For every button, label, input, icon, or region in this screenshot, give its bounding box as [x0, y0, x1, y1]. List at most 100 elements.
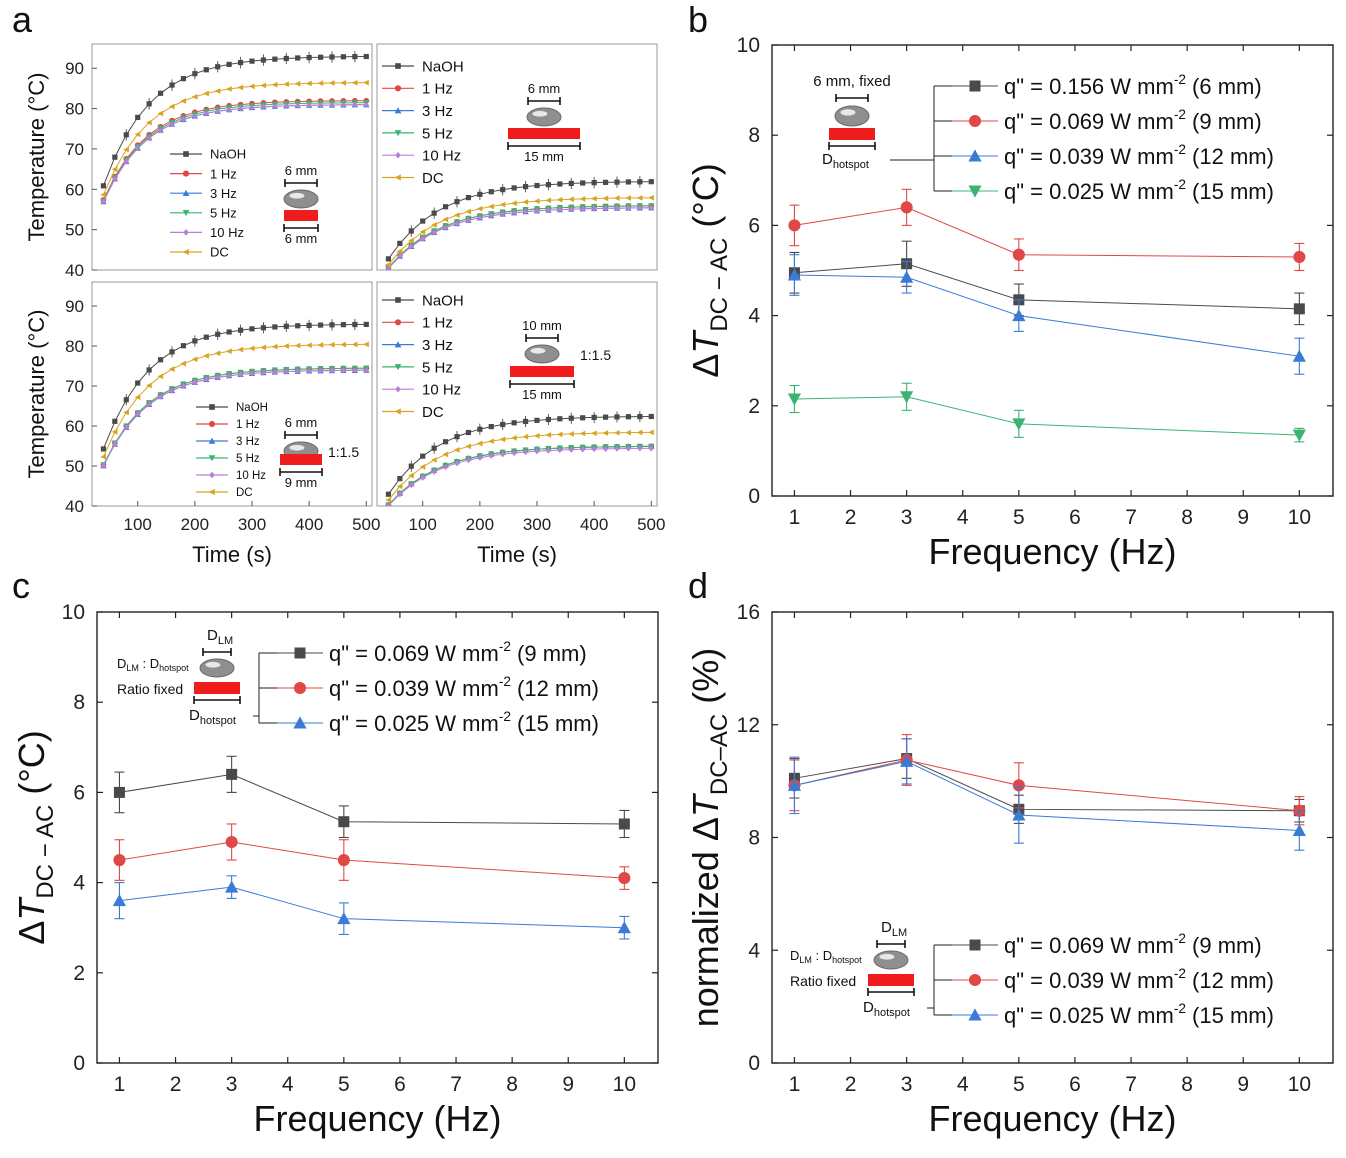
- data-point-10hz: [306, 367, 312, 375]
- data-point-dc: [294, 342, 301, 349]
- data-point-10hz: [352, 101, 358, 108]
- x-tick-label: 500: [352, 515, 380, 534]
- data-point-dc: [545, 432, 552, 438]
- data-point-naoh: [340, 54, 347, 60]
- x-tick-label: 5: [1013, 506, 1025, 529]
- inset-a1: 6 mm 6 mm: [283, 163, 319, 246]
- data-point: [787, 268, 802, 281]
- data-point-dc: [351, 79, 358, 86]
- y-tick-label: 80: [65, 337, 84, 356]
- data-point-10hz: [295, 368, 301, 375]
- data-point-10hz: [511, 449, 517, 457]
- data-point-dc: [214, 350, 221, 357]
- data-point-naoh: [249, 58, 255, 64]
- legend-label: 3 Hz: [422, 103, 453, 120]
- data-point-dc: [328, 80, 335, 86]
- plot-frame: [771, 44, 1334, 497]
- y-axis-title: normalized ΔTDC–AC (%): [685, 648, 733, 1028]
- data-point-naoh: [465, 429, 472, 436]
- data-point-10hz: [602, 445, 609, 452]
- data-point-dc: [465, 443, 472, 450]
- heater-icon: [194, 682, 240, 694]
- data-point-dc: [385, 497, 392, 503]
- heater-icon: [868, 974, 914, 986]
- data-point-10hz: [511, 209, 517, 216]
- data-point-10hz: [123, 158, 129, 165]
- inset-bottom-label: 15 mm: [522, 387, 562, 402]
- data-point-10hz: [488, 212, 494, 219]
- data-point-dc: [396, 483, 403, 490]
- data-point-dc: [431, 222, 437, 228]
- inset-ratio-label: DLM : Dhotspot: [117, 656, 189, 673]
- droplet-icon-highlight: [289, 192, 305, 199]
- x-tick-label: 5: [1013, 1073, 1025, 1096]
- data-point-dc: [556, 196, 563, 203]
- data-point-naoh: [295, 55, 301, 61]
- data-point: [617, 921, 631, 934]
- data-point-10hz: [249, 104, 255, 111]
- subplot-a2: NaOH 1 Hz 3 Hz 5 Hz 10 Hz DC: [376, 43, 658, 271]
- series-0: [788, 240, 1305, 326]
- series-1: [788, 734, 1306, 826]
- data-point-dc: [476, 440, 483, 447]
- data-point-dc: [476, 205, 483, 212]
- x-axis-title: Time (s): [477, 542, 557, 567]
- x-tick-label: 10: [1288, 506, 1311, 529]
- data-point-10hz: [431, 468, 437, 475]
- data-point-naoh: [157, 357, 164, 363]
- series-line: [794, 274, 1300, 357]
- data-point-naoh: [100, 183, 107, 189]
- inset-bottom-label: 6 mm: [285, 231, 318, 246]
- data-point-naoh: [477, 191, 483, 197]
- data-point-10hz: [477, 214, 483, 221]
- x-tick-label: 7: [1125, 506, 1137, 529]
- legend-marker-naoh: [395, 297, 401, 303]
- data-point-naoh: [260, 57, 267, 63]
- data-point: [1012, 808, 1026, 821]
- data-point: [1012, 309, 1026, 322]
- legend-marker-5hz: [394, 130, 402, 137]
- series-line: [794, 206, 1300, 258]
- y-axis-title: Temperature (°C): [24, 73, 49, 242]
- data-point-naoh: [317, 322, 324, 328]
- data-point-10hz: [112, 175, 118, 183]
- y-tick-label: 4: [748, 939, 760, 962]
- data-point-naoh: [568, 415, 574, 421]
- data-point-10hz: [534, 448, 540, 455]
- x-tick-label: 4: [957, 506, 969, 529]
- plot-frame: [376, 43, 658, 271]
- droplet-icon-highlight: [205, 661, 221, 668]
- panel-label-b: b: [688, 0, 708, 40]
- data-point-dc: [408, 237, 414, 244]
- data-point-10hz: [146, 401, 152, 408]
- legend-marker: [293, 681, 307, 695]
- data-point-dc: [363, 341, 369, 348]
- legend-marker-10hz: [209, 471, 215, 479]
- legend-marker-1hz: [394, 85, 402, 92]
- data-point-dc: [248, 83, 255, 90]
- data-point-dc: [351, 341, 358, 348]
- legend-label: 1 Hz: [422, 81, 453, 98]
- data-point-naoh: [215, 64, 221, 70]
- data-point-dc: [146, 119, 152, 126]
- plot-area: [385, 176, 655, 270]
- y-axis-title: ΔTDC − AC (°C): [11, 730, 59, 944]
- data-point-10hz: [522, 208, 529, 215]
- inset-fixed-label: Ratio fixed: [790, 973, 856, 989]
- legend-marker-1hz: [394, 319, 402, 326]
- data-point-naoh: [340, 322, 347, 328]
- data-point-10hz: [237, 105, 244, 112]
- data-point-10hz: [420, 235, 426, 242]
- series-line-3hz: [388, 207, 652, 269]
- data-point-naoh: [431, 210, 437, 216]
- series-2: [787, 254, 1306, 375]
- inset-bottom-label: Dhotspot: [863, 999, 910, 1019]
- x-tick-label: 100: [124, 515, 152, 534]
- inset-ratio-label: 1:1.5: [580, 347, 611, 363]
- data-point-10hz: [157, 393, 164, 400]
- data-point-10hz: [625, 445, 632, 452]
- series-line: [794, 758, 1300, 812]
- series-line-dc: [388, 431, 652, 501]
- inset-top-label: DLM: [881, 919, 907, 939]
- heater-icon: [284, 210, 318, 221]
